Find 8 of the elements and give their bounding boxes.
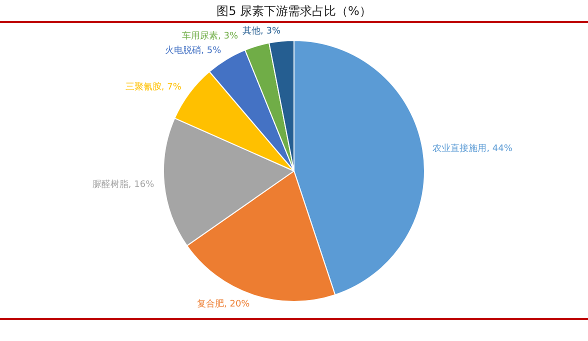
- slice-label: 火电脱硝, 5%: [165, 45, 222, 56]
- slice-label: 其他, 3%: [242, 25, 281, 36]
- slice-label: 复合肥, 20%: [196, 298, 250, 310]
- slice-label: 脲醛树脂, 16%: [92, 178, 155, 190]
- slice-label: 农业直接施用, 44%: [432, 142, 513, 154]
- slice-label: 三聚氰胺, 7%: [125, 81, 182, 92]
- slice-label: 车用尿素, 3%: [182, 30, 238, 42]
- chart-title: 图5 尿素下游需求占比（%）: [216, 3, 372, 20]
